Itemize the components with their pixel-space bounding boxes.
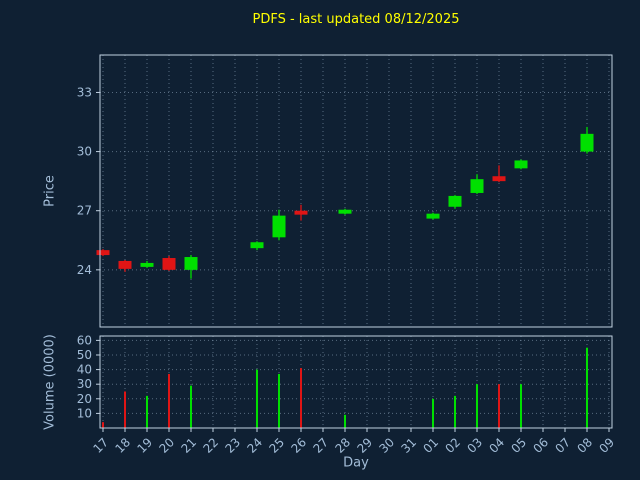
volume-tick-label: 30 xyxy=(77,377,92,391)
candle-body xyxy=(184,257,198,270)
x-tick-label: 09 xyxy=(596,435,617,456)
x-tick-label: 24 xyxy=(244,435,265,456)
x-tick-label: 02 xyxy=(442,435,463,456)
volume-tick-label: 60 xyxy=(77,333,92,347)
x-tick-label: 31 xyxy=(398,435,419,456)
candle-body xyxy=(492,176,506,182)
x-tick-label: 03 xyxy=(464,435,485,456)
price-plot-frame xyxy=(99,54,613,328)
x-tick-label: 21 xyxy=(178,435,199,456)
volume-tick-label: 20 xyxy=(77,392,92,406)
x-tick-label: 28 xyxy=(332,435,353,456)
x-tick-label: 22 xyxy=(200,435,221,456)
candle-body xyxy=(514,160,528,169)
x-tick-label: 04 xyxy=(486,435,507,456)
x-tick-label: 06 xyxy=(530,435,551,456)
price-tick-label: 27 xyxy=(77,204,92,218)
x-tick-label: 25 xyxy=(266,435,287,456)
candle-body xyxy=(272,215,286,238)
x-tick-label: 26 xyxy=(288,435,309,456)
candle-body xyxy=(448,195,462,207)
candle-body xyxy=(118,260,132,269)
x-tick-label: 05 xyxy=(508,435,529,456)
candle-body xyxy=(96,250,110,256)
x-tick-label: 19 xyxy=(134,435,155,456)
candle-body xyxy=(470,179,484,193)
x-tick-label: 27 xyxy=(310,435,331,456)
x-tick-label: 23 xyxy=(222,435,243,456)
x-tick-label: 01 xyxy=(420,435,441,456)
candle-body xyxy=(140,262,154,267)
x-tick-label: 18 xyxy=(112,435,133,456)
volume-tick-label: 40 xyxy=(77,363,92,377)
volume-tick-label: 50 xyxy=(77,348,92,362)
chart-title: PDFS - last updated 08/12/2025 xyxy=(252,12,460,27)
candle-body xyxy=(294,210,308,215)
candle-body xyxy=(250,242,264,249)
price-tick-label: 30 xyxy=(77,145,92,159)
candle-body xyxy=(338,209,352,214)
x-tick-label: 20 xyxy=(156,435,177,456)
volume-tick-label: 10 xyxy=(77,406,92,420)
candle-body xyxy=(426,213,440,219)
x-tick-label: 17 xyxy=(90,435,111,456)
day-axis-label: Day xyxy=(343,455,369,471)
x-tick-label: 30 xyxy=(376,435,397,456)
candle-body xyxy=(162,258,176,270)
price-tick-label: 33 xyxy=(77,85,92,99)
candle-body xyxy=(580,133,594,152)
volume-plot-frame xyxy=(99,335,613,429)
x-tick-label: 29 xyxy=(354,435,375,456)
price-tick-label: 24 xyxy=(77,263,92,277)
x-tick-label: 08 xyxy=(574,435,595,456)
x-tick-label: 07 xyxy=(552,435,573,456)
